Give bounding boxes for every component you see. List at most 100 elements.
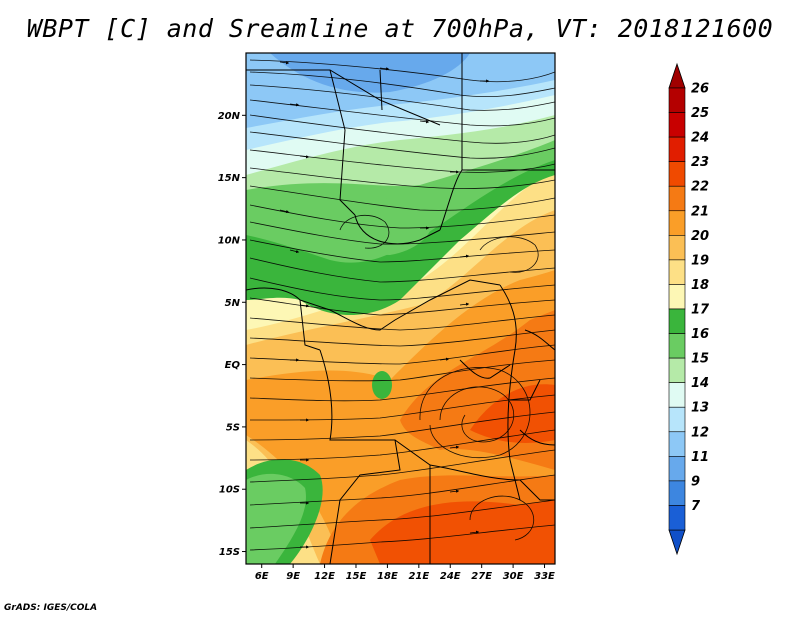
border-line (519, 429, 555, 446)
streamline-vortex (479, 236, 539, 273)
x-tick-label: 18E (377, 571, 398, 582)
colorbar-swatch (668, 161, 686, 187)
arrow (449, 445, 460, 449)
colorbar-label: 12 (691, 425, 709, 440)
colorbar-swatch (668, 259, 686, 285)
colorbar-swatch (668, 382, 686, 408)
x-tick-label: 6E (255, 571, 269, 582)
colorbar-label: 9 (691, 474, 700, 489)
wbpt-contour-17-eq (372, 371, 392, 399)
colorbar-swatch (668, 136, 686, 162)
streamline (249, 377, 555, 402)
arrow (379, 67, 390, 71)
colorbar-swatch (668, 505, 686, 531)
y-tick-label: 15S (219, 547, 240, 558)
wbpt-contour-12b (246, 88, 281, 118)
streamline (249, 257, 555, 283)
border-line (499, 284, 521, 501)
streamline-vortex (439, 386, 515, 443)
x-axis: 6E 9E 12E 15E 18E 21E 24E 27E 30E 33E (255, 564, 555, 582)
x-tick-label: 27E (471, 571, 492, 582)
border-line (524, 329, 555, 351)
arrow (439, 357, 450, 361)
border-line (299, 299, 321, 351)
colorbar-label: 21 (691, 204, 709, 219)
border-line (246, 69, 441, 126)
x-tick-label: 33E (534, 571, 555, 582)
wbpt-contour-23 (470, 384, 555, 443)
arrow (289, 249, 300, 254)
x-tick-label: 12E (314, 571, 335, 582)
colorbar-swatch (668, 357, 686, 383)
y-axis: 20N 15N 10N 5N EQ 5S 10S 15S (218, 111, 246, 558)
streamline (249, 204, 555, 229)
y-tick-label: 5S (226, 422, 240, 433)
colorbar-label: 11 (691, 450, 709, 465)
colorbar-label: 16 (691, 327, 709, 342)
streamline (249, 449, 555, 483)
streamline (249, 411, 555, 441)
streamline (249, 429, 555, 461)
arrow (459, 254, 470, 258)
border-line (329, 439, 401, 564)
arrow (459, 302, 470, 306)
map-plot-area (246, 53, 555, 564)
y-tick-label: 20N (218, 111, 241, 122)
arrow (279, 61, 290, 65)
colorbar-swatch (668, 431, 686, 457)
streamline-arrows (279, 61, 490, 549)
streamline (249, 131, 555, 159)
colorbar-label: 13 (691, 401, 709, 416)
x-tick-label: 21E (408, 571, 429, 582)
map-frame (245, 52, 556, 565)
wbpt-contour-16-sw (246, 473, 306, 564)
colorbar-label: 20 (691, 229, 709, 244)
border-line (510, 379, 541, 401)
colorbar-label: 22 (691, 180, 709, 195)
streamline (249, 329, 555, 347)
colorbar-label: 26 (691, 82, 709, 97)
streamline (249, 185, 555, 211)
wbpt-contour-23b (370, 500, 555, 564)
border-line (329, 279, 501, 331)
colorbar-swatch (668, 480, 686, 506)
colorbar-swatch (668, 235, 686, 261)
border-line (379, 69, 383, 111)
arrow (299, 155, 310, 159)
colorbar-label: 18 (691, 278, 709, 293)
border-line (319, 349, 431, 564)
x-tick-label: 30E (503, 571, 524, 582)
border-line (459, 359, 511, 379)
arrow (299, 304, 310, 308)
colorbar-label: 17 (691, 303, 710, 318)
x-tick-label: 9E (286, 571, 300, 582)
streamline (249, 499, 555, 529)
streamline (249, 359, 555, 382)
colorbar-swatch (668, 112, 686, 138)
streamline (249, 59, 555, 83)
streamline (249, 167, 555, 189)
colorbar-swatch (668, 185, 686, 212)
border-line (354, 214, 441, 245)
colorbar-swatch (668, 210, 686, 236)
colorbar-label: 24 (691, 131, 709, 146)
colorbar-top-arrow (668, 62, 686, 89)
colorbar-swatch (668, 308, 686, 334)
streamline (249, 314, 555, 331)
streamline (249, 221, 555, 245)
border-line (429, 464, 555, 501)
streamline (249, 99, 555, 127)
wbpt-contour-15b (330, 195, 433, 255)
colorbar-label: 7 (691, 499, 701, 514)
border-line (439, 169, 555, 231)
arrow (419, 120, 430, 124)
streamline (249, 297, 555, 316)
streamline (249, 84, 555, 111)
streamline-vortex (339, 214, 390, 249)
colorbar-label: 19 (691, 253, 709, 268)
colorbar-label: 25 (691, 106, 709, 121)
colorbar: 26 25 24 23 22 21 20 19 18 17 16 15 14 13 12 11 9 7 (668, 62, 710, 556)
colorbar-bottom-arrow (668, 529, 686, 556)
streamlines (249, 59, 555, 551)
colorbar-swatch (668, 87, 686, 113)
